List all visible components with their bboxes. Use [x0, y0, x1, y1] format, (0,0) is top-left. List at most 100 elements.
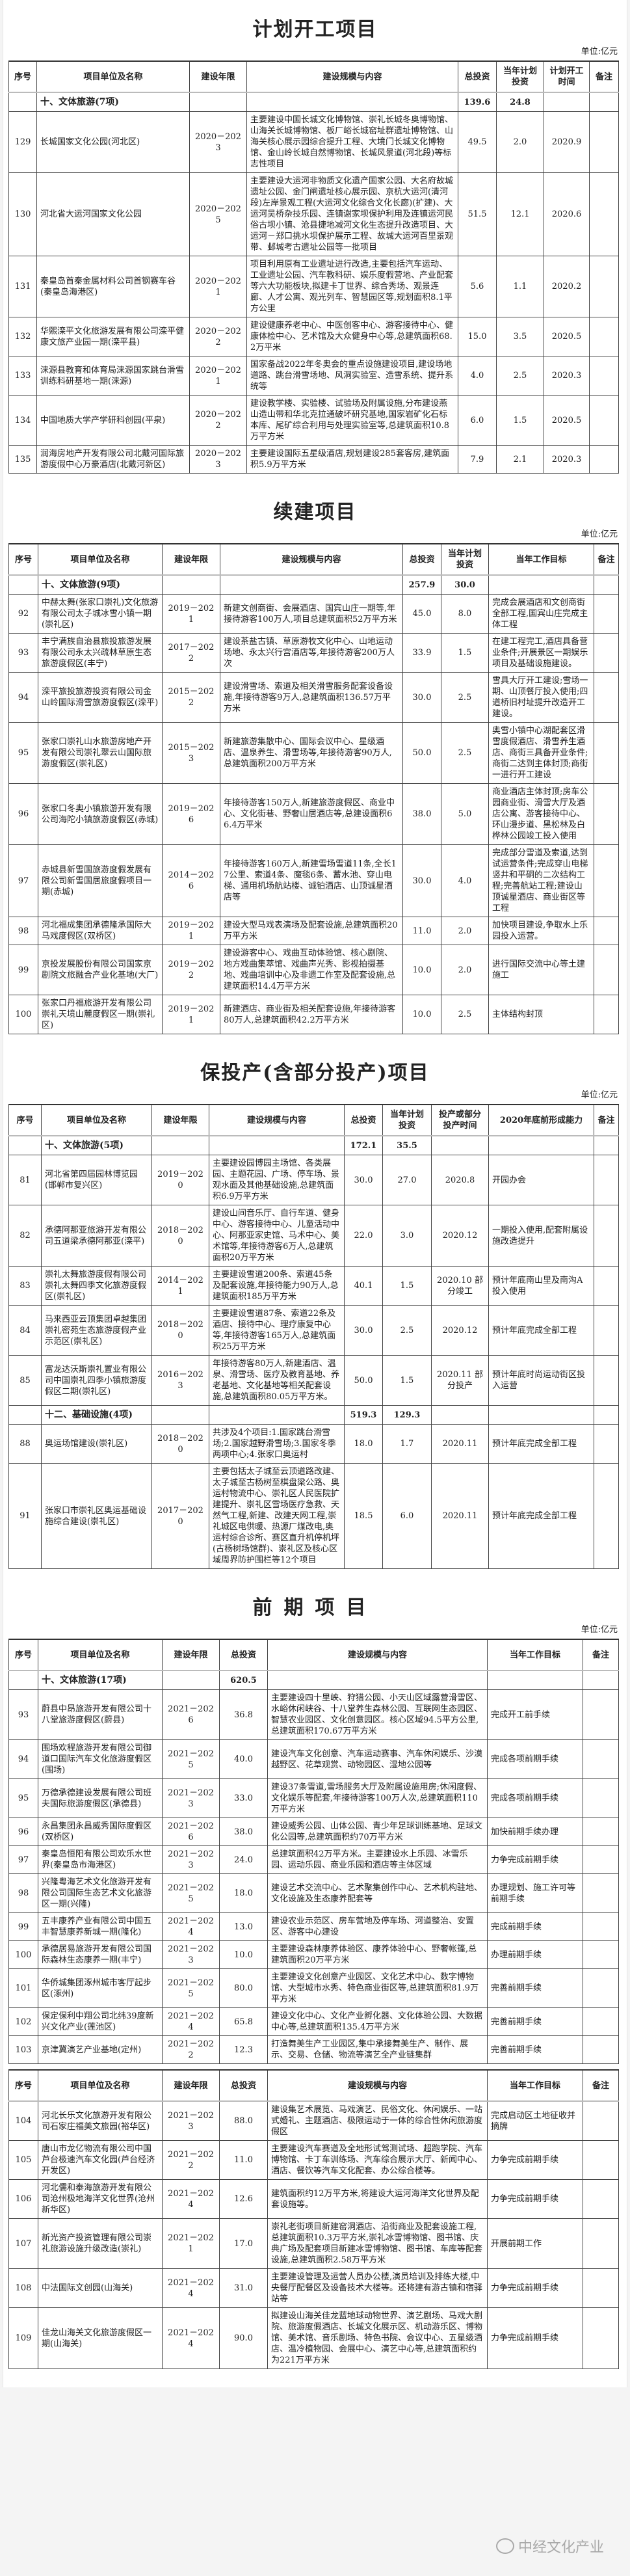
cell-7: 预计年底完成全部工程	[488, 1424, 594, 1464]
category-row: 十、文体旅游(9项) 257.9 30.0	[8, 574, 619, 595]
column-header: 备注	[594, 543, 619, 576]
cell-6	[583, 2268, 619, 2308]
cell-3: 新建酒店、商业街及相关配套设施,年接待游客80万人,总建筑面积42.2万平方米	[220, 995, 403, 1034]
cell-8	[594, 1155, 619, 1205]
cell-3: 主要建设雪道87条、索道22条及酒店、接待中心、理疗康复中心等,年接待游客165…	[209, 1305, 345, 1356]
cell-3: 18.0	[219, 1873, 268, 1913]
cell-1: 十、文体旅游(7项)	[36, 92, 190, 112]
cell-2: 2017－2022	[162, 633, 220, 673]
cell-4: 建筑面积约12万平方米,将建设大运河海洋文化世界及配套设施等。	[267, 2179, 488, 2219]
cell-6: 2020.12	[431, 1205, 489, 1267]
cell-7	[594, 574, 619, 595]
cell-2: 2019－2020	[151, 1155, 209, 1205]
cell-1: 张家口冬奥小镇旅游开发有限公司海陀小镇旅游度假区(赤城)	[38, 783, 163, 845]
cell-2: 2021－2024	[162, 2268, 220, 2308]
cell-2: 2020－2025	[189, 172, 247, 256]
cell-5: 完成各项前期手续	[487, 1778, 583, 1818]
cell-3: 13.0	[219, 1912, 268, 1941]
cell-2: 2017－2020	[151, 1463, 209, 1569]
cell-6	[583, 2140, 619, 2180]
cell-1: 富龙达沃斯崇礼置业有限公司中国崇礼四季小镇旅游度假区二期(崇礼区)	[41, 1355, 152, 1406]
cell-4: 建设集艺术展览、马戏演艺、民俗文化、休闲娱乐、一站式婚礼、主题酒店、极限运动于一…	[267, 2100, 488, 2141]
cell-7: 一期投入使用,配套附属设施改造提升	[488, 1205, 594, 1267]
table-row: 96 永昌集团永昌威秀国际度假区(双桥区) 2021－2026 38.0 建设威秀公园、…	[8, 1818, 619, 1846]
table-row: 95 张家口崇礼山水旅游房地产开发有限公司崇礼翠云山国际旅游度假区(崇礼区) 201…	[8, 722, 619, 784]
table-row: 104 河北长乐文化旅游开发有限公司石家庄福美文旅园(裕华区) 2021－2023 8…	[8, 2100, 619, 2141]
cell-1: 秦皇岛首秦金属材料公司首钢赛车谷(秦皇岛海港区)	[36, 256, 190, 317]
cell-2	[189, 92, 247, 112]
cell-3: 90.0	[219, 2307, 268, 2369]
cell-1: 河北省第四届园林博览园(邯郸市复兴区)	[41, 1155, 152, 1205]
cell-7	[594, 672, 619, 723]
cell-3: 建设教学楼、实验楼、试验场及附属设施,分布建设燕山造山带和华北克拉通破坏研究基地…	[246, 395, 458, 446]
cell-2: 2021－2022	[162, 2140, 220, 2180]
cell-5: 完成开工前手续	[487, 1689, 583, 1740]
cell-3: 建设游客中心、戏曲互动体验馆、核心剧院、地方戏曲集萃馆、戏曲声光秀、影视拍摄基地…	[220, 945, 403, 995]
cell-6: 在建工程完工,酒店具备营业条件;开展景区一期娱乐项目及基础设施建设。	[488, 633, 594, 673]
table-row: 100 张家口丹福旅游开发有限公司崇礼天境山麓度假区一期(崇礼区) 2019－202…	[8, 995, 619, 1034]
cell-5: 完善前期手续	[487, 1968, 583, 2008]
cell-1: 永昌集团永昌威秀国际度假区(双桥区)	[38, 1818, 163, 1846]
column-header: 建设规模与内容	[267, 2069, 488, 2102]
cell-5: 完善前期手续	[487, 2035, 583, 2064]
cell-0: 96	[8, 783, 38, 845]
cell-3	[209, 1405, 345, 1425]
cell-6: 商业酒店主体封顶;房车公园商业街、滑雪大厅及酒店公寓、游客接待中心、环山漫步道、…	[488, 783, 594, 845]
cell-5: 3.0	[382, 1205, 432, 1267]
cell-5: 力争完成前期手续	[487, 2179, 583, 2219]
section-spacer	[8, 479, 622, 485]
cell-6	[488, 574, 594, 595]
cell-6: 进行国际交流中心等土建施工	[488, 945, 594, 995]
cell-0: 109	[8, 2307, 38, 2369]
cell-6	[583, 2218, 619, 2269]
cell-3: 主要建设大运河非物质文化遗产国家公园、大名府故城遗址公园、金门闸遗址核心展示园、…	[246, 172, 458, 256]
cell-2: 2014－2021	[151, 1266, 209, 1306]
cell-6: 主体结构封顶	[488, 995, 594, 1034]
cell-4	[267, 1670, 488, 1690]
cell-5: 30.0	[441, 574, 489, 595]
column-header: 建设年限	[162, 2069, 220, 2102]
cell-4: 15.0	[458, 317, 497, 356]
cell-3: 11.0	[219, 2140, 268, 2180]
cell-1: 蔚县中昂旅游开发有限公司十八堂旅游度假区(蔚县)	[38, 1689, 163, 1740]
cell-5: 完善前期手续	[487, 2007, 583, 2036]
cell-3: 年接待游客160万人,新建雪场雪道11条,全长17公里、索道4条、魔毯6条、蓄水…	[220, 844, 403, 917]
table-row: 82 承德阿那亚旅游开发有限公司五道梁承德阿那亚(滦平) 2018－2020 建设山间…	[8, 1205, 619, 1267]
table-row: 103 京津冀演艺产业基地(定州) 2021－2022 12.3 打造舞美生产工业园区,…	[8, 2035, 619, 2064]
cell-4: 7.9	[458, 445, 497, 474]
column-header: 总投资	[219, 2069, 268, 2102]
table-row: 102 保定保利中翔公司北纬39度新兴文化产业(莲池区) 2021－2024 65.8…	[8, 2007, 619, 2036]
cell-8	[594, 1205, 619, 1267]
cell-4: 主要建设汽车赛道及全地形试驾测试场、超跑学院、汽车博物馆、卡丁车训练场、汽车综合…	[267, 2140, 488, 2180]
cell-5: 2.0	[441, 917, 489, 945]
table-row: 135 润海房地产开发有限公司北戴河国际旅游度假中心万豪酒店(北戴河新区) 2020…	[8, 445, 619, 474]
category-row: 十、文体旅游(17项) 620.5	[8, 1670, 619, 1690]
cell-0: 105	[8, 2140, 38, 2180]
table-row: 85 富龙达沃斯崇礼置业有限公司中国崇礼四季小镇旅游度假区二期(崇礼区) 2016－…	[8, 1355, 619, 1406]
cell-4: 建设威秀公园、山体公园、青少年足球训练基地、足球文化公园等,总建筑面积约70万平…	[267, 1818, 488, 1846]
cell-3: 建设滑雪场、索道及相关滑雪服务配套设备设施,年接待游客9万人,总建筑面积136.…	[220, 672, 403, 723]
cell-7	[589, 111, 619, 173]
section-spacer	[8, 1040, 622, 1046]
cell-5: 力争完成前期手续	[487, 2140, 583, 2180]
cell-3: 40.0	[219, 1739, 268, 1779]
project-table: 序号 项目单位及名称 建设年限 建设规模与内容 总投资 当年计划投资 投产或部分投产时间 20…	[8, 1104, 619, 1569]
column-header: 序号	[8, 2069, 38, 2102]
cell-6	[431, 1135, 489, 1155]
cell-3: 建设大型马戏表演场及配套设施,总建筑面积20万平方米	[220, 917, 403, 945]
cell-5: 3.5	[496, 317, 544, 356]
cell-0: 100	[8, 995, 38, 1034]
cell-2: 2021－2024	[162, 2007, 220, 2036]
cell-4: 建设文化中心、文化产业孵化器、文化体验公园、大数据中心等,总建筑面积135.4万…	[267, 2007, 488, 2036]
cell-2: 2021－2022	[162, 2035, 220, 2064]
table-row: 133 涞源县教育和体育局涞源国家跳台滑雪训练科研基地一期(涞源) 2020－202…	[8, 356, 619, 396]
cell-2: 2020－2022	[189, 317, 247, 356]
table-row: 131 秦皇岛首秦金属材料公司首钢赛车谷(秦皇岛海港区) 2020－2021 项目利用…	[8, 256, 619, 317]
cell-1: 张家口丹福旅游开发有限公司崇礼天境山麓度假区一期(崇礼区)	[38, 995, 163, 1034]
cell-1: 佳龙山海关文化旅游度假区一期(山海关)	[38, 2307, 163, 2369]
table-row: 101 华侨城集团涿州城市客厅起步区(涿州) 2021－2025 80.0 主要建设文化…	[8, 1968, 619, 2008]
cell-2: 2019－2021	[162, 917, 220, 945]
cell-5: 24.8	[496, 92, 544, 112]
cell-7	[488, 1405, 594, 1425]
column-header: 备注	[583, 1639, 619, 1671]
